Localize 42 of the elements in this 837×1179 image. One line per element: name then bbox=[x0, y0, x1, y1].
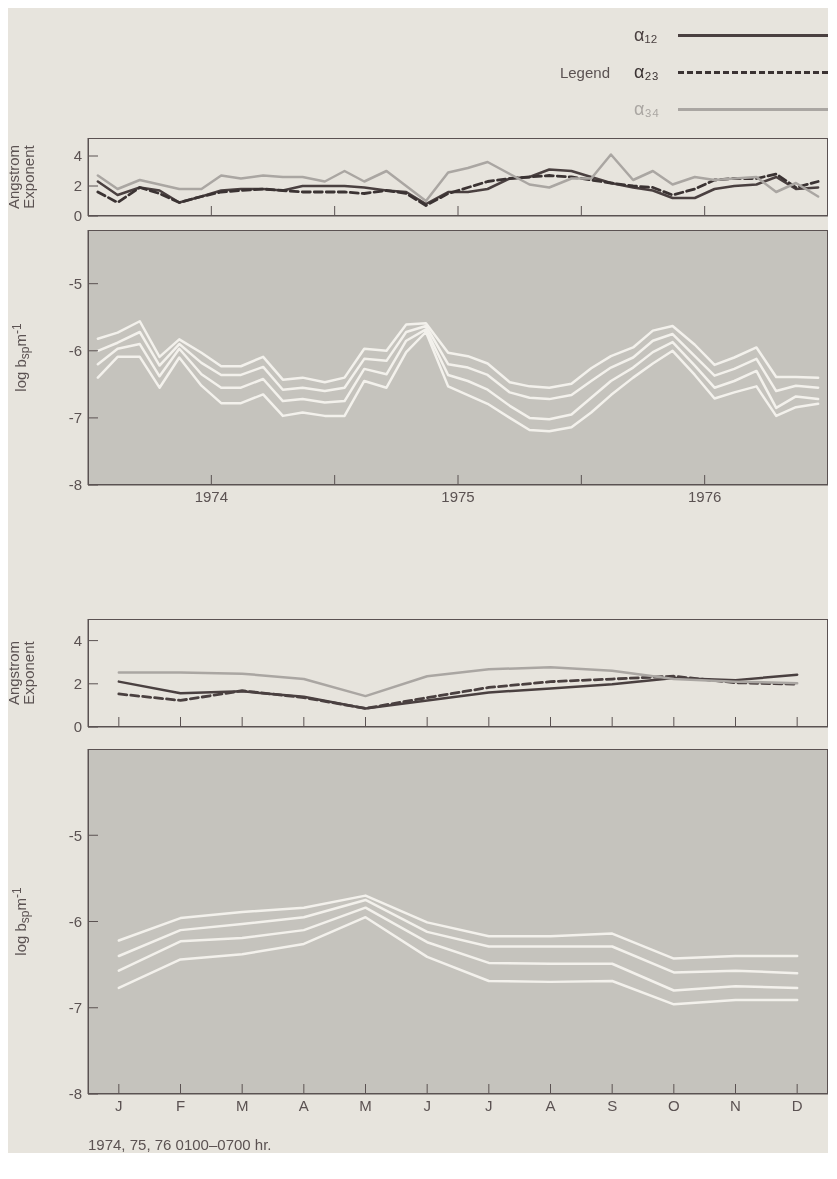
x-tick-label: O bbox=[668, 1096, 680, 1114]
y-tick-label: 0 bbox=[73, 718, 82, 736]
y-tick-label: 2 bbox=[73, 177, 82, 195]
x-tick-label: M bbox=[359, 1096, 372, 1114]
line-series bbox=[117, 906, 799, 992]
x-tick-label: M bbox=[235, 1096, 249, 1114]
y-tick-label: -8 bbox=[68, 1085, 82, 1103]
y-tick-label: -6 bbox=[68, 912, 82, 930]
x-tick-label: J bbox=[115, 1096, 123, 1114]
y-tick-label: -5 bbox=[68, 826, 82, 844]
x-tick-label: A bbox=[545, 1096, 556, 1114]
y-tick-label: -7 bbox=[68, 409, 82, 427]
line-series bbox=[117, 898, 799, 975]
x-tick-label: N bbox=[730, 1096, 741, 1114]
line-series bbox=[96, 153, 820, 203]
line-series bbox=[117, 665, 799, 698]
x-tick-label: A bbox=[298, 1096, 309, 1114]
x-tick-label: 1976 bbox=[687, 487, 722, 505]
legend-title: Legend bbox=[559, 63, 610, 81]
line-series bbox=[117, 915, 799, 1006]
x-tick-label: 1974 bbox=[194, 487, 229, 505]
y-tick-label: -8 bbox=[68, 476, 82, 494]
x-tick-label: 1975 bbox=[441, 487, 475, 505]
x-tick-label: J bbox=[423, 1096, 431, 1114]
text: 1974, 75, 76 0100–0700 hr. bbox=[88, 1136, 273, 1153]
y-tick-label: 4 bbox=[73, 147, 82, 165]
x-tick-label: F bbox=[175, 1096, 186, 1114]
y-tick-label: -6 bbox=[68, 342, 82, 360]
text: α₂₃ bbox=[634, 61, 660, 83]
text: α₃₄ bbox=[634, 98, 661, 120]
y-tick-label: 4 bbox=[73, 631, 82, 649]
y-axis-title: Angstrom Exponent bbox=[4, 144, 37, 210]
y-tick-label: 2 bbox=[73, 675, 82, 693]
y-axis-title: Angstrom Exponent bbox=[4, 640, 37, 706]
x-tick-label: J bbox=[485, 1096, 493, 1114]
x-tick-label: S bbox=[607, 1096, 618, 1114]
text: α₁₂ bbox=[634, 24, 659, 46]
y-tick-label: -7 bbox=[68, 999, 82, 1017]
line-series bbox=[117, 894, 799, 960]
x-tick-label: D bbox=[791, 1096, 803, 1114]
y-tick-label: -5 bbox=[68, 275, 82, 293]
y-tick-label: 0 bbox=[73, 207, 82, 225]
